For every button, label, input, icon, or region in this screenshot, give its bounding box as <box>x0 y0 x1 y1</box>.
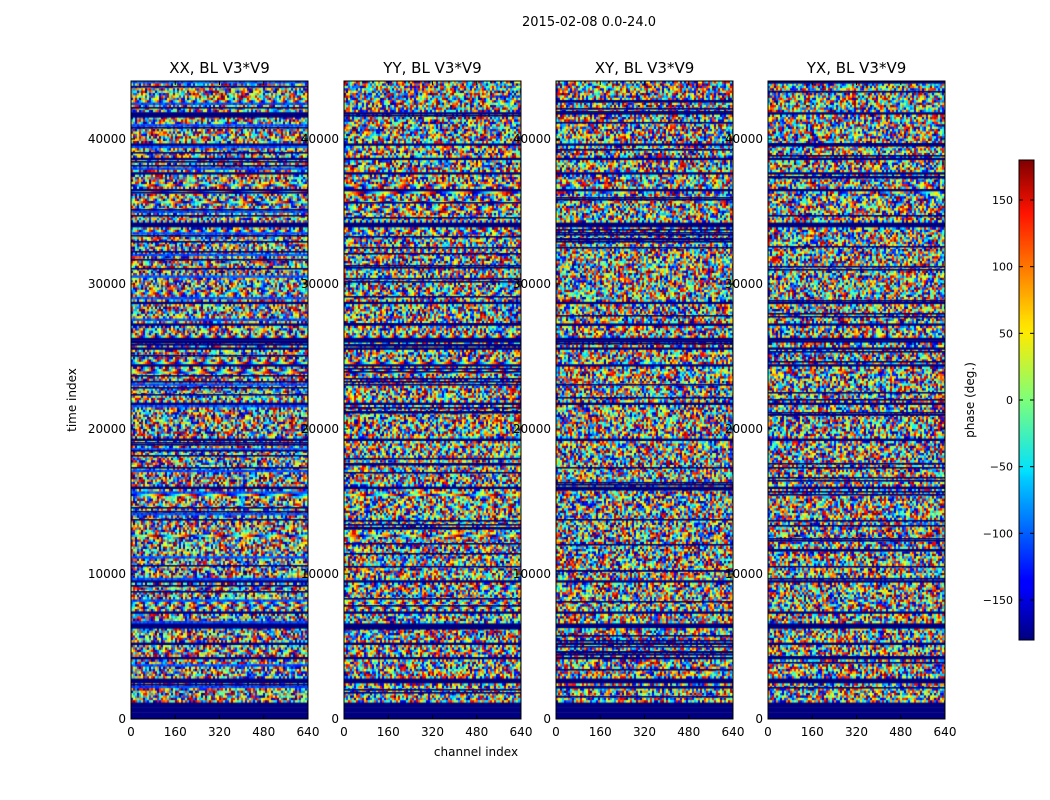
colorbar-tick-label: 100 <box>992 261 1013 274</box>
colorbar-tick-label: 50 <box>999 327 1013 340</box>
y-tick-label: 10000 <box>88 567 126 581</box>
y-tick-label: 10000 <box>725 567 763 581</box>
colorbar-ticks: −150 −100 −50 0 50 100 150 <box>983 194 1034 607</box>
x-tick-label: 640 <box>297 725 320 739</box>
y-tick-label: 0 <box>118 712 126 726</box>
x-tick-label: 160 <box>589 725 612 739</box>
x-tick-label: 480 <box>252 725 275 739</box>
panel-xx: XX, BL V3*V9 0 160 320 480 640 0 10000 20000 3000… <box>88 59 320 739</box>
panels: XX, BL V3*V9 0 160 320 480 640 0 10000 20000 3000… <box>88 59 957 739</box>
panel-title-yx: YX, BL V3*V9 <box>806 59 907 77</box>
colorbar-tick-label: 150 <box>992 194 1013 207</box>
suptitle: 2015-02-08 0.0-24.0 <box>522 15 656 30</box>
x-tick-label: 320 <box>208 725 231 739</box>
colorbar-tick-label: −50 <box>990 461 1013 474</box>
y-tick-label: 40000 <box>513 132 551 146</box>
colorbar: −150 −100 −50 0 50 100 150 phase (deg.) <box>963 159 1035 641</box>
heatmap-xx <box>131 81 308 719</box>
x-tick-label: 640 <box>510 725 533 739</box>
y-tick-label: 40000 <box>301 132 339 146</box>
y-tick-label: 30000 <box>88 277 126 291</box>
y-tick-label: 10000 <box>513 567 551 581</box>
x-tick-label: 320 <box>421 725 444 739</box>
y-tick-label: 20000 <box>301 422 339 436</box>
panel-yx: YX, BL V3*V9 0 160 320 480 640 0 10000 20000 3000… <box>725 59 957 739</box>
y-tick-label: 0 <box>331 712 339 726</box>
y-axis-label: time index <box>65 368 79 432</box>
y-tick-label: 0 <box>755 712 763 726</box>
x-tick-label: 0 <box>340 725 348 739</box>
panel-title-yy: YY, BL V3*V9 <box>382 59 481 77</box>
y-tick-label: 10000 <box>301 567 339 581</box>
heatmap-canvas-yx <box>768 81 945 719</box>
x-tick-label: 480 <box>677 725 700 739</box>
colorbar-tick-label: 0 <box>1006 394 1013 407</box>
y-tick-label: 20000 <box>513 422 551 436</box>
panel-yy: YY, BL V3*V9 0 160 320 480 640 0 10000 20000 3000… <box>301 59 533 739</box>
x-tick-label: 480 <box>889 725 912 739</box>
panel-title-xx: XX, BL V3*V9 <box>169 59 270 77</box>
y-tick-label: 20000 <box>725 422 763 436</box>
heatmap-yy <box>344 81 521 719</box>
y-tick-label: 30000 <box>725 277 763 291</box>
x-tick-label: 160 <box>377 725 400 739</box>
x-tick-label: 480 <box>465 725 488 739</box>
panel-title-xy: XY, BL V3*V9 <box>595 59 695 77</box>
heatmap-canvas-xx <box>131 81 308 719</box>
heatmap-canvas-yy <box>344 81 521 719</box>
y-tick-label: 30000 <box>513 277 551 291</box>
x-tick-label: 160 <box>164 725 187 739</box>
x-tick-label: 160 <box>801 725 824 739</box>
x-axis-label: channel index <box>434 745 518 759</box>
x-tick-label: 0 <box>552 725 560 739</box>
x-tick-label: 0 <box>764 725 772 739</box>
colorbar-tick-label: −150 <box>983 594 1013 607</box>
x-tick-label: 640 <box>722 725 745 739</box>
colorbar-label: phase (deg.) <box>963 362 977 438</box>
x-tick-label: 0 <box>127 725 135 739</box>
y-tick-label: 40000 <box>88 132 126 146</box>
x-tick-label: 640 <box>934 725 957 739</box>
heatmap-yx <box>768 81 945 719</box>
x-tick-label: 320 <box>633 725 656 739</box>
colorbar-tick-label: −100 <box>983 527 1013 540</box>
heatmap-canvas-xy <box>556 81 733 719</box>
heatmap-xy <box>556 81 733 719</box>
y-tick-label: 40000 <box>725 132 763 146</box>
x-tick-label: 320 <box>845 725 868 739</box>
y-tick-label: 30000 <box>301 277 339 291</box>
y-tick-label: 20000 <box>88 422 126 436</box>
y-tick-label: 0 <box>543 712 551 726</box>
panel-xy: XY, BL V3*V9 0 160 320 480 640 0 10000 20000 3000… <box>513 59 745 739</box>
